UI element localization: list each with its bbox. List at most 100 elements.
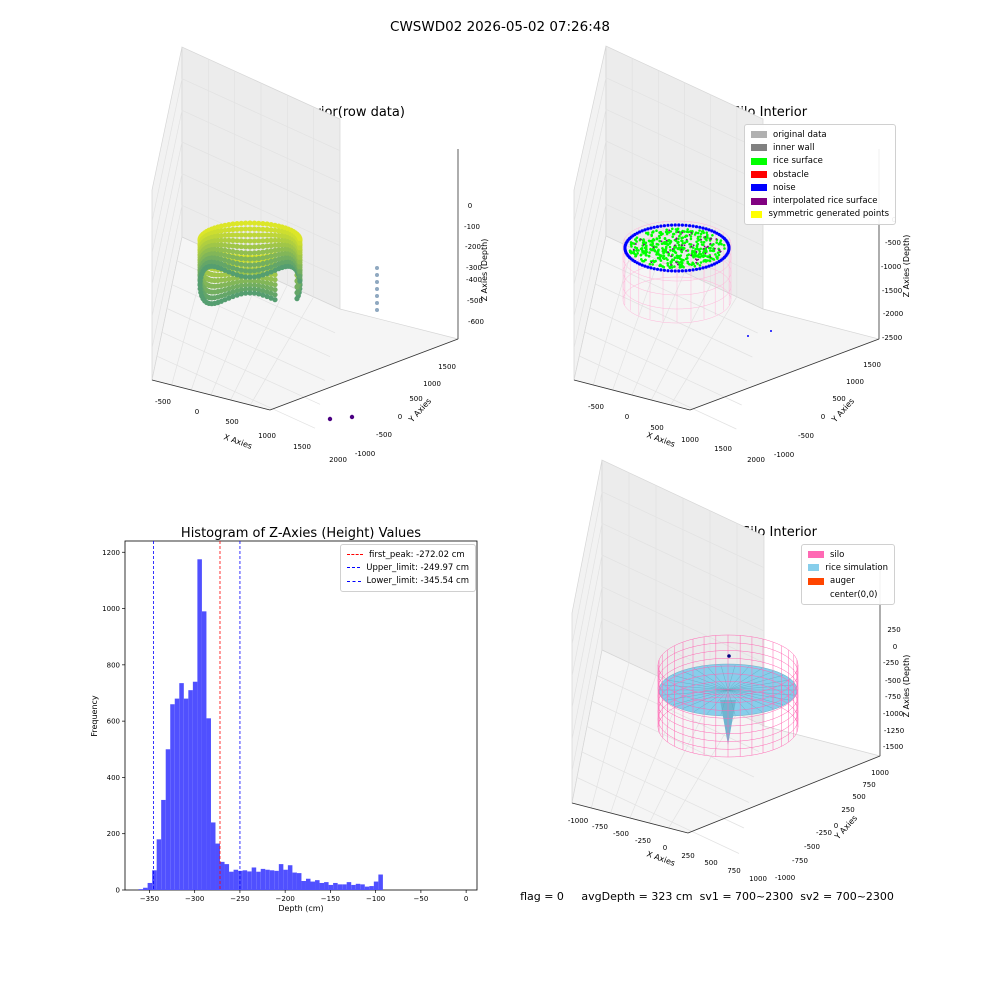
x-tick-label: −200 — [276, 895, 295, 903]
data-point — [247, 262, 253, 268]
grid-line — [166, 308, 326, 381]
rice-point — [678, 234, 681, 238]
data-point — [234, 272, 240, 278]
interp-point — [685, 250, 687, 252]
p1-xtick: 1000 — [258, 432, 276, 440]
data-point — [268, 286, 274, 292]
grid-line — [573, 140, 607, 286]
y-tick-label: 800 — [107, 661, 120, 669]
rice-point — [718, 241, 722, 244]
hist-bar — [251, 867, 257, 890]
rice-point — [705, 231, 708, 234]
panel1-z-ticks: 0 -100 -200 -300 -400 -500 -600 — [464, 202, 484, 326]
hist-bar — [274, 870, 279, 890]
noise-point — [646, 227, 650, 231]
grid-line — [668, 713, 738, 829]
rice-point — [697, 248, 701, 251]
rice-point — [677, 243, 681, 247]
rice-point — [641, 249, 644, 252]
rice-point — [691, 246, 695, 249]
rice-mesh — [727, 675, 784, 691]
noise-point — [770, 330, 772, 332]
p4-ytick: -250 — [816, 829, 832, 837]
rice-point — [699, 232, 703, 236]
hist-bar — [324, 882, 329, 890]
data-point — [294, 284, 300, 290]
legend-item-rice-surface: rice surface — [751, 155, 889, 168]
rice-point — [659, 233, 663, 237]
grid-line — [579, 355, 737, 430]
p4-xtick: -1000 — [568, 817, 588, 825]
data-point — [238, 267, 244, 273]
grid-line — [600, 259, 758, 334]
rice-point — [650, 233, 653, 237]
data-point — [264, 280, 270, 286]
data-point — [251, 268, 257, 274]
data-point — [251, 220, 257, 226]
interp-point — [709, 242, 712, 245]
hist-bar — [143, 887, 148, 890]
rice-point — [653, 249, 656, 252]
p4-ytick: 0 — [834, 822, 838, 830]
p1-ytick: 500 — [409, 395, 422, 403]
data-point — [268, 222, 274, 228]
rice-mesh — [682, 689, 729, 709]
data-point — [222, 262, 228, 268]
data-point — [260, 279, 266, 285]
center-marker — [727, 654, 731, 658]
grid-line — [151, 78, 183, 222]
interp-point — [680, 244, 683, 247]
silo-ring — [622, 276, 732, 324]
data-point — [234, 243, 240, 249]
rice-point — [715, 241, 718, 244]
y-tick-label: 1000 — [102, 605, 120, 613]
hist-bar — [283, 869, 288, 890]
hist-bar — [364, 886, 370, 890]
hist-bar — [342, 884, 347, 890]
p4-ytick: -1000 — [775, 874, 795, 882]
data-point — [256, 220, 262, 226]
interp-point — [690, 245, 693, 248]
rice-mesh — [672, 689, 729, 705]
data-point — [238, 244, 244, 250]
rice-point — [712, 258, 716, 261]
hist-bar — [296, 873, 302, 890]
interp-point — [643, 243, 645, 246]
data-point — [243, 278, 249, 284]
panel-histogram: Histogram of Z-Axies (Height) Values −35… — [90, 526, 478, 913]
rice-point — [703, 254, 707, 257]
panel1-point-cloud — [197, 220, 379, 422]
rice-point — [695, 245, 699, 248]
data-point — [260, 238, 266, 244]
rice-point — [647, 254, 651, 258]
legend-item-original-data: original data — [751, 128, 889, 141]
panel4-x-ticks: -1000 -750 -500 -250 0 250 500 750 1000 — [568, 817, 767, 883]
rice-point — [712, 249, 716, 252]
data-point — [264, 270, 270, 277]
interp-point — [692, 244, 695, 247]
data-point — [238, 255, 244, 262]
panel4-legend: silo rice simulation auger center(0,0) — [801, 544, 895, 606]
data-point — [230, 221, 236, 227]
interp-point — [676, 263, 679, 266]
data-point — [268, 253, 274, 259]
data-point — [297, 259, 303, 265]
data-point — [256, 287, 262, 293]
grid-line — [595, 283, 753, 358]
p2-xtick: 2000 — [747, 456, 765, 464]
data-point — [234, 279, 240, 285]
rice-point — [646, 231, 650, 235]
interp-point — [660, 240, 663, 243]
rice-point — [668, 242, 672, 245]
hist-bar — [337, 884, 343, 890]
data-point — [268, 264, 274, 270]
p1-ztick: 0 — [468, 202, 472, 210]
data-point — [230, 280, 236, 286]
interp-point — [694, 258, 697, 260]
noise-point — [670, 269, 674, 273]
hist-bar — [183, 698, 189, 890]
silo-ring — [622, 234, 732, 282]
data-point — [268, 237, 274, 243]
grid-line — [589, 307, 748, 382]
rice-point — [650, 248, 653, 252]
